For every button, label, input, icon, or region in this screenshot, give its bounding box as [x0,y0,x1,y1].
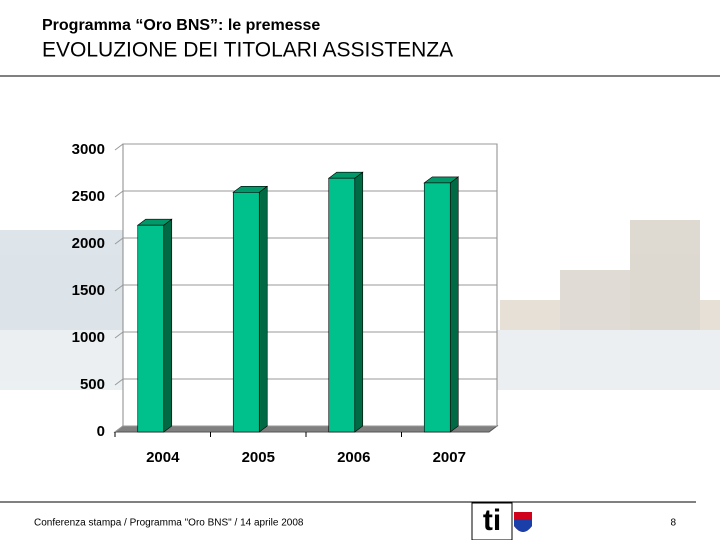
castle-wall [500,300,720,390]
y-tick-label: 500 [80,376,105,393]
x-tick-label: 2006 [337,449,370,466]
grid-diagonal [114,190,124,198]
bar-side [354,171,364,433]
grid-diagonal [114,143,124,151]
grid-diagonal [114,284,124,292]
logo-box [471,502,513,540]
logo-text: ti [483,504,501,537]
x-tick-label: 2007 [433,449,466,466]
castle-building [560,270,630,330]
footer-text: Conferenza stampa / Programma "Oro BNS" … [34,518,304,529]
slide-subtitle: Programma “Oro BNS”: le premesse [42,17,320,34]
y-tick-label: 2000 [72,235,105,252]
grid-diagonal [114,425,124,433]
bar [232,192,260,433]
y-tick-label: 3000 [72,141,105,158]
bar-side [258,185,268,433]
y-tick-label: 0 [97,423,105,440]
grid-diagonal [114,378,124,386]
y-tick-label: 1000 [72,329,105,346]
bar-side [449,176,459,433]
castle-tower [630,220,700,340]
chart: 0 500 1000 1500 2000 2500 3000 2004 2005 2006 2007 [72,141,499,466]
bar [137,224,165,433]
x-tick-label: 2005 [242,449,275,466]
y-tick-label: 2500 [72,188,105,205]
bar [328,177,356,433]
y-tick-label: 1500 [72,282,105,299]
logo-shield-lower [514,519,532,532]
slide-title: EVOLUZIONE DEI TITOLARI ASSISTENZA [42,39,453,62]
x-tick-label: 2004 [146,449,180,466]
bar [423,182,451,433]
grid-diagonal [114,331,124,339]
bar-side [163,218,173,433]
grid-diagonal [114,237,124,245]
lake-left [0,230,130,370]
page-number: 8 [670,518,676,529]
